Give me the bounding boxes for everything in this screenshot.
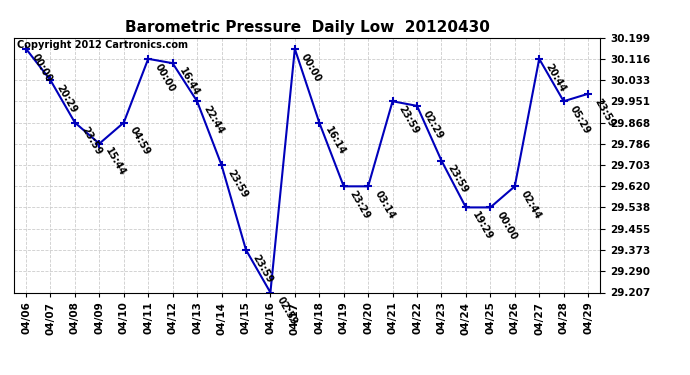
Text: 23:59: 23:59 [79, 125, 104, 157]
Text: 15:44: 15:44 [104, 147, 128, 178]
Text: 20:29: 20:29 [55, 83, 79, 115]
Text: 05:29: 05:29 [568, 104, 592, 136]
Text: 23:29: 23:29 [348, 189, 372, 221]
Text: 03:14: 03:14 [373, 189, 397, 221]
Text: 02:44: 02:44 [519, 189, 543, 221]
Text: 23:59: 23:59 [397, 104, 421, 136]
Text: 02:59: 02:59 [275, 295, 299, 327]
Text: 23:59: 23:59 [226, 168, 250, 200]
Title: Barometric Pressure  Daily Low  20120430: Barometric Pressure Daily Low 20120430 [125, 20, 489, 35]
Text: 02:29: 02:29 [421, 109, 445, 141]
Text: 22:44: 22:44 [201, 104, 226, 136]
Text: Copyright 2012 Cartronics.com: Copyright 2012 Cartronics.com [17, 40, 188, 50]
Text: 00:00: 00:00 [495, 210, 519, 242]
Text: 20:44: 20:44 [543, 62, 568, 93]
Text: 16:14: 16:14 [324, 125, 348, 157]
Text: 00:00: 00:00 [299, 52, 323, 83]
Text: 23:59: 23:59 [446, 164, 470, 195]
Text: 00:00: 00:00 [152, 62, 177, 93]
Text: 23:59: 23:59 [592, 97, 616, 128]
Text: 19:29: 19:29 [470, 210, 494, 242]
Text: 04:59: 04:59 [128, 125, 152, 157]
Text: 23:59: 23:59 [250, 253, 275, 285]
Text: 16:44: 16:44 [177, 66, 201, 98]
Text: 00:00: 00:00 [30, 52, 55, 83]
